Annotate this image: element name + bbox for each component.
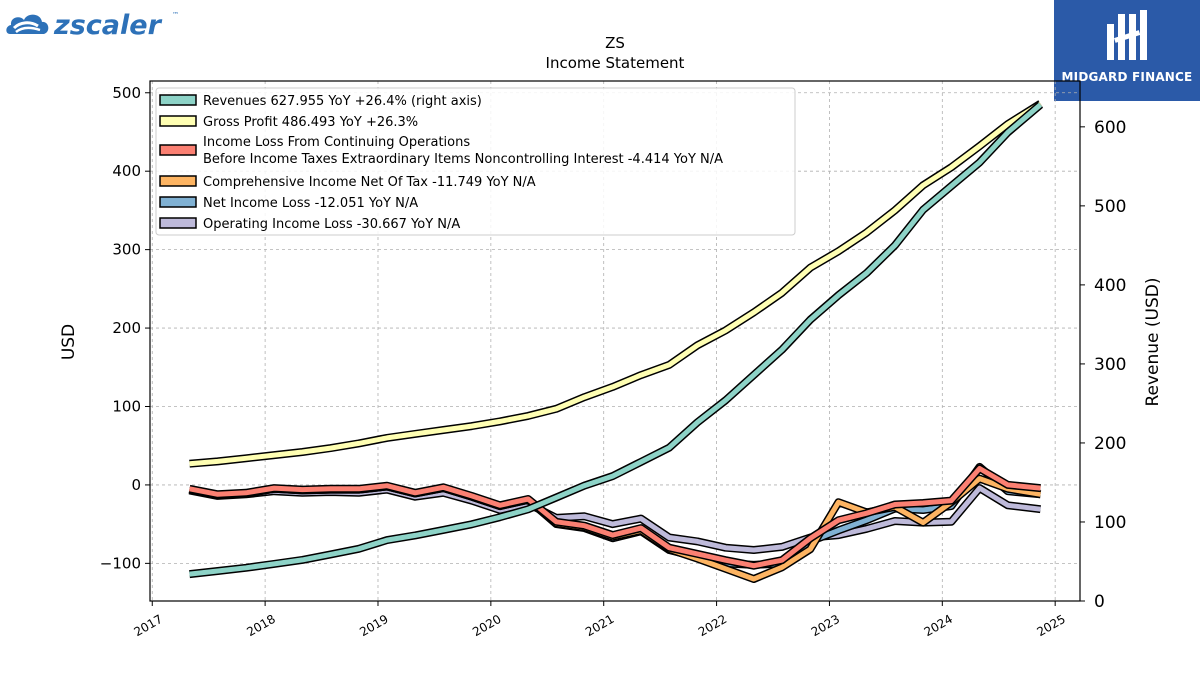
legend-swatch — [159, 144, 197, 156]
x-tick-label: 2022 — [696, 612, 729, 639]
midgard-finance-logo: MIDGARD FINANCE — [1054, 0, 1200, 101]
legend-swatch — [159, 196, 197, 208]
x-tick-label: 2025 — [1034, 612, 1067, 639]
legend-label: Income Loss From Continuing Operations — [203, 135, 470, 150]
y-right-tick-label: 300 — [1094, 355, 1126, 375]
zscaler-cloud-icon: zscaler ™ — [6, 10, 179, 41]
legend-swatch — [159, 94, 197, 106]
series-income-loss-from-continuing-operations-b — [188, 464, 1041, 570]
y-right-tick-label: 400 — [1094, 276, 1126, 296]
y-left-tick-label: 0 — [131, 476, 141, 494]
legend-label: Comprehensive Income Net Of Tax -11.749 … — [203, 175, 536, 190]
midgard-monogram-icon — [1107, 10, 1147, 60]
y-left-tick-label: 100 — [112, 397, 141, 415]
legend-label: Net Income Loss -12.051 YoY N/A — [203, 196, 418, 211]
y-right-tick-label: 200 — [1094, 434, 1126, 454]
legend-label: Revenues 627.955 YoY +26.4% (right axis) — [203, 94, 482, 109]
chart-subtitle: Income Statement — [546, 54, 685, 72]
legend-label: Gross Profit 486.493 YoY +26.3% — [203, 115, 418, 130]
series-lines — [188, 100, 1044, 583]
y-right-tick-label: 0 — [1094, 592, 1105, 612]
x-tick-label: 2021 — [583, 612, 616, 639]
legend: Revenues 627.955 YoY +26.4% (right axis)… — [155, 87, 796, 236]
x-tick-label: 2017 — [132, 612, 165, 639]
series-comprehensive-income-net-of-tax — [188, 474, 1042, 583]
legend-swatch — [159, 175, 197, 187]
plot-frame — [149, 80, 1081, 602]
y-right-tick-label: 500 — [1094, 197, 1126, 217]
y-axis-left-label: USD — [59, 324, 79, 360]
series-line-outline — [188, 474, 1042, 583]
x-tick-label: 2023 — [809, 612, 842, 639]
legend-swatch — [159, 115, 197, 127]
legend-label: Before Income Taxes Extraordinary Items … — [203, 152, 723, 167]
y-right-tick-label: 600 — [1094, 118, 1126, 138]
trademark-mark: ™ — [172, 11, 179, 19]
midgard-finance-wordmark: MIDGARD FINANCE — [1061, 70, 1193, 84]
zscaler-logo: zscaler ™ — [4, 4, 184, 44]
legend-label: Operating Income Loss -30.667 YoY N/A — [203, 217, 460, 232]
series-revenues — [189, 101, 1044, 579]
y-right-tick-label: 100 — [1094, 513, 1126, 533]
y-left-tick-label: 500 — [112, 84, 141, 102]
x-tick-label: 2024 — [922, 612, 955, 639]
y-left-tick-label: 200 — [112, 319, 141, 337]
series-gross-profit — [189, 100, 1043, 468]
zscaler-wordmark: zscaler — [53, 10, 163, 41]
y-axis-right-label: Revenue (USD) — [1143, 277, 1163, 406]
chart-title: ZS — [605, 34, 625, 52]
x-tick-label: 2020 — [470, 612, 503, 639]
series-line — [189, 102, 1043, 577]
legend-box — [155, 87, 796, 236]
legend-swatch — [159, 217, 197, 229]
series-line — [189, 466, 1041, 569]
y-left-tick-label: 400 — [112, 162, 141, 180]
y-left-tick-label: 300 — [112, 241, 141, 259]
x-tick-label: 2019 — [357, 612, 390, 639]
series-line — [189, 101, 1042, 467]
y-left-tick-label: −100 — [100, 554, 141, 572]
x-tick-label: 2018 — [244, 612, 277, 639]
